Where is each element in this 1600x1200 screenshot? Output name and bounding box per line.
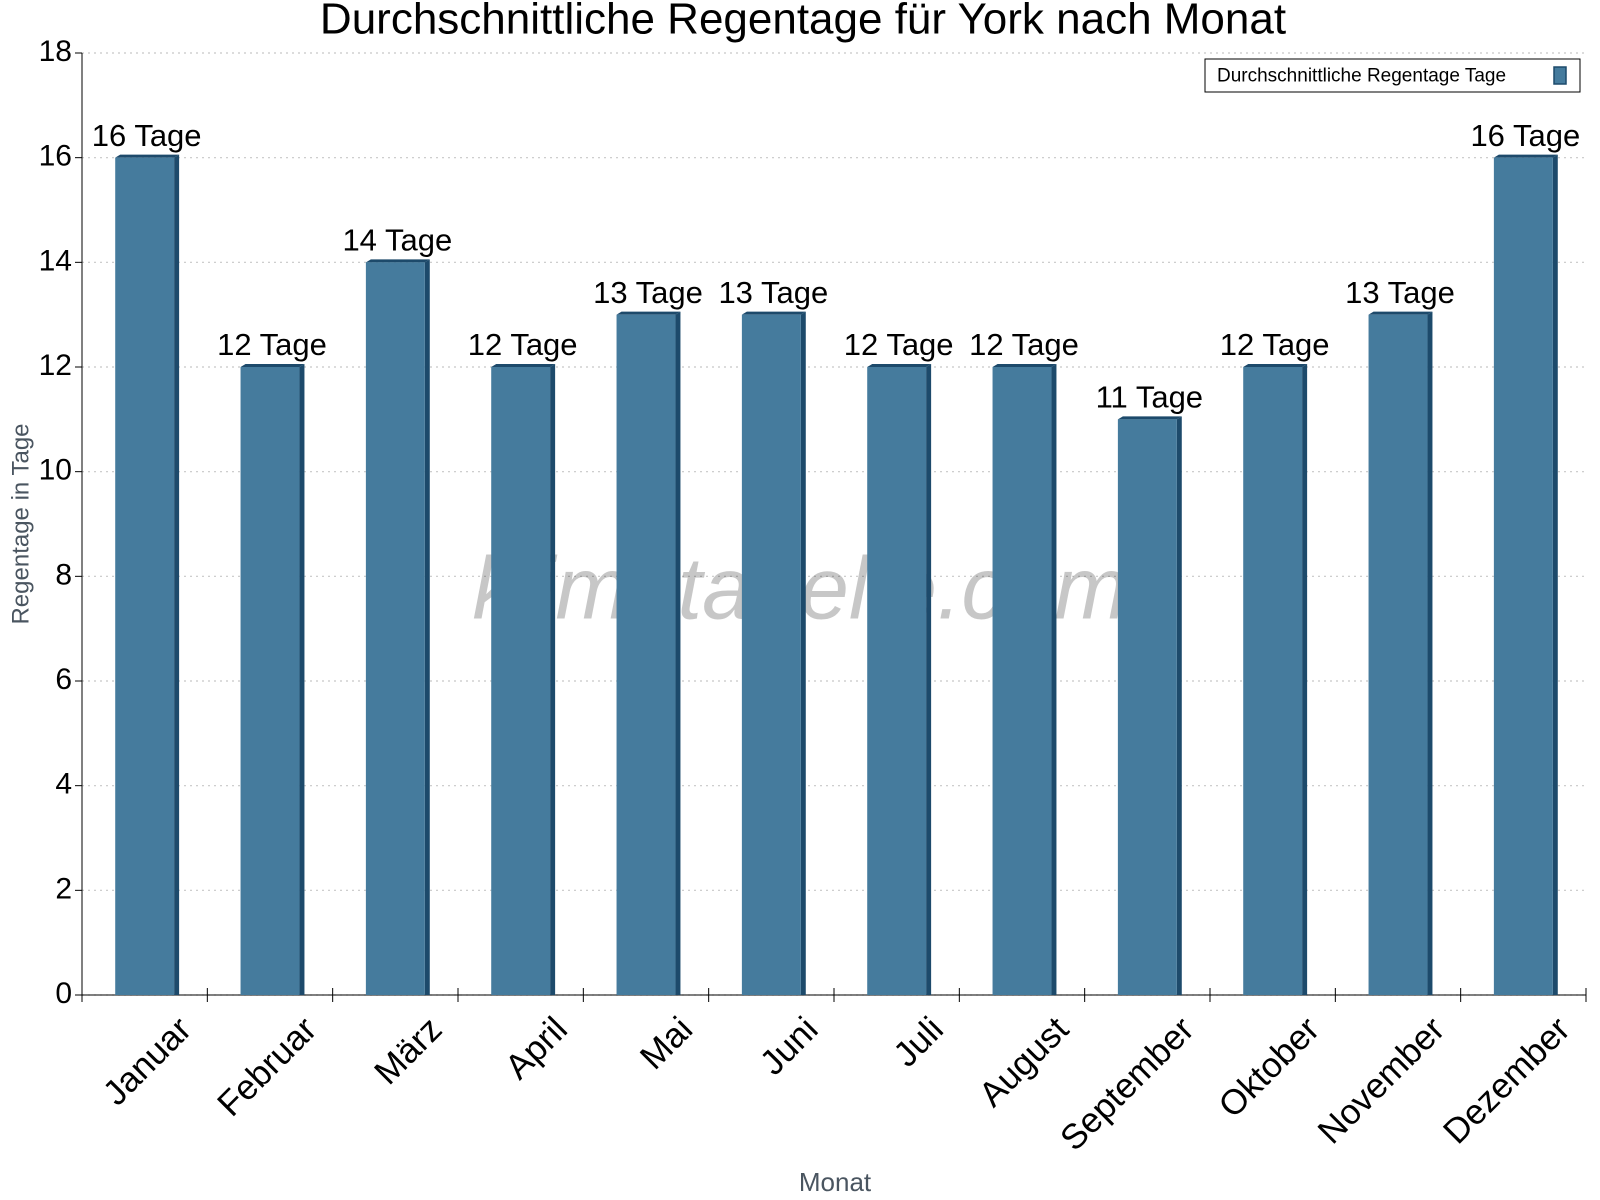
bar — [992, 367, 1052, 995]
bar — [616, 314, 676, 996]
x-tick-label: Juli — [886, 1010, 951, 1075]
legend-box — [1204, 58, 1581, 93]
bar-top — [867, 364, 932, 367]
bar — [240, 367, 300, 995]
bar-side — [1427, 311, 1433, 996]
bar-top — [491, 364, 556, 367]
y-tick-label: 16 — [39, 140, 72, 173]
bar-top — [1243, 364, 1308, 367]
y-tick-label: 0 — [55, 977, 72, 1010]
y-tick-label: 4 — [55, 768, 72, 801]
x-axis-label: Monat — [799, 1167, 872, 1197]
value-label: 16 Tage — [92, 118, 202, 153]
x-tick-label: November — [1310, 1009, 1452, 1151]
bar-top — [115, 154, 180, 158]
value-label: 12 Tage — [969, 327, 1079, 362]
legend-swatch — [1553, 66, 1567, 85]
x-tick-label: Februar — [210, 1009, 324, 1123]
chart-title: Durchschnittliche Regentage für York nac… — [320, 0, 1286, 44]
value-label: 13 Tage — [593, 275, 703, 310]
bar-top — [616, 311, 681, 315]
x-tick-label: Dezember — [1436, 1009, 1578, 1151]
bar — [491, 367, 551, 995]
bar — [365, 262, 425, 995]
bar-side — [926, 364, 932, 995]
bar-top — [1117, 416, 1182, 420]
bar-top — [741, 311, 806, 315]
bar — [1368, 314, 1428, 996]
y-tick-label: 10 — [39, 454, 72, 487]
bar-side — [1552, 154, 1558, 995]
x-tick-label: Juni — [753, 1010, 826, 1083]
value-label: 14 Tage — [342, 223, 452, 258]
value-label: 12 Tage — [844, 327, 954, 362]
x-tick-label: März — [367, 1010, 450, 1093]
value-label: 13 Tage — [1345, 275, 1455, 310]
bar — [1493, 157, 1553, 995]
x-tick-label: Oktober — [1211, 1009, 1327, 1125]
bar-top — [365, 259, 430, 263]
x-tick-label: April — [498, 1010, 575, 1087]
value-label: 12 Tage — [217, 327, 327, 362]
y-tick-label: 12 — [39, 349, 72, 382]
value-label: 11 Tage — [1096, 380, 1203, 415]
value-label: 12 Tage — [1220, 327, 1330, 362]
bar — [741, 314, 801, 996]
y-tick-label: 18 — [39, 35, 72, 68]
y-tick-label: 2 — [55, 872, 72, 905]
y-tick-label: 14 — [39, 244, 72, 277]
legend: Durchschnittliche Regentage Tage — [1204, 58, 1581, 93]
bar — [1117, 419, 1177, 995]
bar-side — [424, 259, 430, 995]
value-label: 12 Tage — [468, 327, 578, 362]
bar-top — [1493, 154, 1558, 158]
value-label: 13 Tage — [718, 275, 828, 310]
bar-side — [1176, 416, 1182, 995]
y-axis-label: Regentage in Tage — [7, 423, 34, 624]
x-tick-label: September — [1053, 1009, 1202, 1158]
value-label: 16 Tage — [1470, 118, 1580, 153]
legend-label: Durchschnittliche Regentage Tage — [1217, 66, 1506, 87]
bar-side — [675, 311, 681, 996]
x-tick-label: Mai — [633, 1010, 700, 1077]
bar-side — [299, 364, 305, 995]
bar-top — [1368, 311, 1433, 315]
bar-top — [240, 364, 305, 367]
x-tick-label: Januar — [96, 1009, 199, 1112]
bar-side — [550, 364, 556, 995]
bar-side — [174, 154, 180, 995]
bar-side — [1051, 364, 1057, 995]
bar — [1243, 367, 1303, 995]
bar-top — [992, 364, 1057, 367]
y-tick-label: 6 — [55, 663, 72, 696]
bar-side — [800, 311, 806, 996]
x-tick-label: August — [972, 1009, 1077, 1114]
bar-side — [1302, 364, 1308, 995]
bar — [867, 367, 927, 995]
bar — [115, 157, 175, 995]
y-tick-label: 8 — [55, 558, 72, 591]
